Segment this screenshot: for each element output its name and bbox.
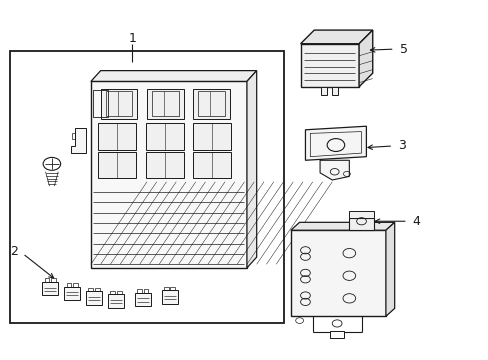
Bar bbox=[331, 87, 337, 95]
Bar bbox=[192, 123, 230, 149]
Bar bbox=[105, 91, 132, 116]
Bar bbox=[110, 291, 115, 294]
Bar bbox=[66, 283, 71, 287]
Bar bbox=[161, 290, 177, 304]
Bar bbox=[10, 51, 283, 323]
Bar bbox=[101, 89, 137, 119]
Bar bbox=[348, 211, 373, 218]
Polygon shape bbox=[300, 44, 358, 87]
Bar bbox=[170, 287, 175, 290]
Bar bbox=[73, 283, 78, 287]
Text: 5: 5 bbox=[399, 42, 407, 55]
Bar bbox=[44, 278, 49, 282]
Bar bbox=[108, 294, 124, 308]
Bar bbox=[64, 287, 80, 300]
Polygon shape bbox=[91, 81, 246, 268]
Polygon shape bbox=[305, 126, 366, 160]
Text: 2: 2 bbox=[10, 245, 18, 258]
Polygon shape bbox=[91, 71, 256, 81]
Text: 3: 3 bbox=[397, 139, 405, 152]
Bar bbox=[86, 291, 102, 305]
Bar bbox=[163, 287, 168, 290]
Bar bbox=[88, 288, 93, 291]
Polygon shape bbox=[385, 222, 394, 316]
Bar bbox=[193, 89, 229, 119]
Polygon shape bbox=[358, 30, 372, 87]
Polygon shape bbox=[290, 230, 385, 316]
Bar bbox=[198, 91, 224, 116]
Bar bbox=[348, 218, 373, 230]
Bar bbox=[152, 91, 178, 116]
Bar bbox=[117, 291, 122, 294]
Bar bbox=[95, 288, 100, 291]
Bar bbox=[145, 152, 183, 178]
Text: 1: 1 bbox=[128, 32, 136, 45]
Bar bbox=[145, 123, 183, 149]
Polygon shape bbox=[320, 160, 348, 180]
Polygon shape bbox=[290, 222, 394, 230]
Bar bbox=[72, 134, 75, 139]
Bar bbox=[147, 89, 183, 119]
Bar bbox=[137, 289, 142, 293]
Polygon shape bbox=[300, 30, 372, 44]
Polygon shape bbox=[71, 128, 86, 153]
Bar bbox=[98, 123, 136, 149]
Bar bbox=[192, 152, 230, 178]
Bar bbox=[42, 282, 58, 296]
Bar bbox=[93, 90, 108, 117]
Bar bbox=[329, 331, 344, 338]
Bar bbox=[143, 289, 148, 293]
Bar bbox=[135, 293, 151, 306]
Bar bbox=[98, 152, 136, 178]
Polygon shape bbox=[246, 71, 256, 268]
Bar bbox=[51, 278, 56, 282]
Bar bbox=[321, 87, 326, 95]
Text: 4: 4 bbox=[412, 215, 420, 228]
